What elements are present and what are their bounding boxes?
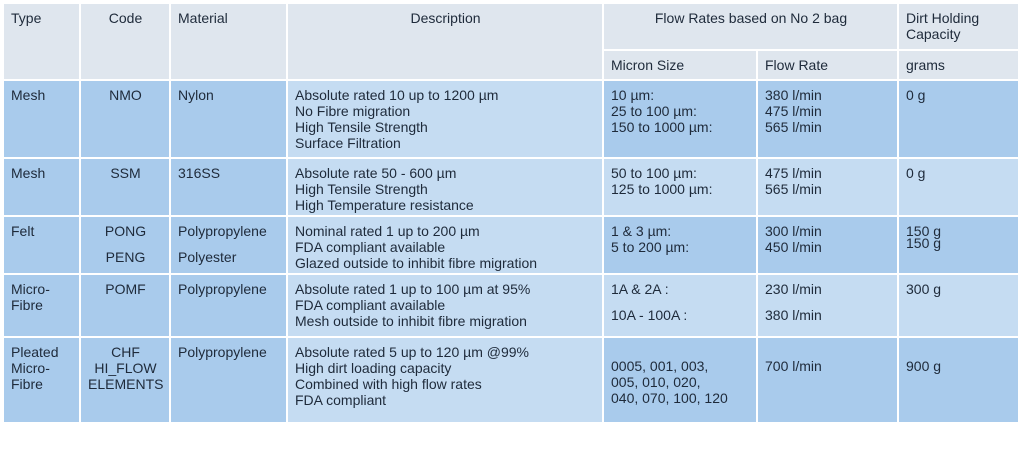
row-felt-code: PONG PENG (81, 217, 171, 275)
row-pomf-flow: 230 l/min 380 l/min (758, 275, 899, 338)
header-material: Material (171, 4, 288, 81)
row-ssm-capacity: 0 g (899, 159, 1020, 217)
row-ssm-type: Mesh (4, 159, 81, 217)
row-chf-description: Absolute rated 5 up to 120 µm @99% High … (288, 338, 604, 424)
row-ssm-micron: 50 to 100 µm: 125 to 1000 µm: (604, 159, 758, 217)
row-nmo-code: NMO (81, 81, 171, 159)
row-chf-code: CHF HI_FLOW ELEMENTS (81, 338, 171, 424)
row-nmo-material: Nylon (171, 81, 288, 159)
row-felt-capacity: 150 g 150 g (899, 217, 1020, 275)
row-nmo-capacity: 0 g (899, 81, 1020, 159)
row-nmo-type: Mesh (4, 81, 81, 159)
header-flow-rate: Flow Rate (758, 51, 899, 81)
row-ssm-material: 316SS (171, 159, 288, 217)
row-felt-description: Nominal rated 1 up to 200 µm FDA complia… (288, 217, 604, 275)
row-felt-material: Polypropylene Polyester (171, 217, 288, 275)
row-felt-flow: 300 l/min 450 l/min (758, 217, 899, 275)
header-type: Type (4, 4, 81, 81)
header-dirt-holding: Dirt Holding Capacity (899, 4, 1020, 51)
header-grams: grams (899, 51, 1020, 81)
row-nmo-flow: 380 l/min 475 l/min 565 l/min (758, 81, 899, 159)
row-pomf-micron: 1A & 2A : 10A - 100A : (604, 275, 758, 338)
header-code: Code (81, 4, 171, 81)
row-chf-material: Polypropylene (171, 338, 288, 424)
row-ssm-flow: 475 l/min 565 l/min (758, 159, 899, 217)
row-nmo-micron: 10 µm: 25 to 100 µm: 150 to 1000 µm: (604, 81, 758, 159)
row-pomf-type: Micro- Fibre (4, 275, 81, 338)
row-pomf-code: POMF (81, 275, 171, 338)
row-ssm-description: Absolute rate 50 - 600 µm High Tensile S… (288, 159, 604, 217)
header-flow-rates: Flow Rates based on No 2 bag (604, 4, 899, 51)
row-nmo-description: Absolute rated 10 up to 1200 µm No Fibre… (288, 81, 604, 159)
header-micron-size: Micron Size (604, 51, 758, 81)
row-chf-type: Pleated Micro- Fibre (4, 338, 81, 424)
filter-bag-spec-table: Type Code Material Description Flow Rate… (4, 4, 1020, 463)
row-felt-micron: 1 & 3 µm: 5 to 200 µm: (604, 217, 758, 275)
row-pomf-capacity: 300 g (899, 275, 1020, 338)
row-pomf-material: Polypropylene (171, 275, 288, 338)
row-chf-capacity: 900 g (899, 338, 1020, 424)
row-chf-micron: 0005, 001, 003, 005, 010, 020, 040, 070,… (604, 338, 758, 424)
header-description: Description (288, 4, 604, 81)
row-felt-type: Felt (4, 217, 81, 275)
row-ssm-code: SSM (81, 159, 171, 217)
row-chf-flow: 700 l/min (758, 338, 899, 424)
row-pomf-description: Absolute rated 1 up to 100 µm at 95% FDA… (288, 275, 604, 338)
